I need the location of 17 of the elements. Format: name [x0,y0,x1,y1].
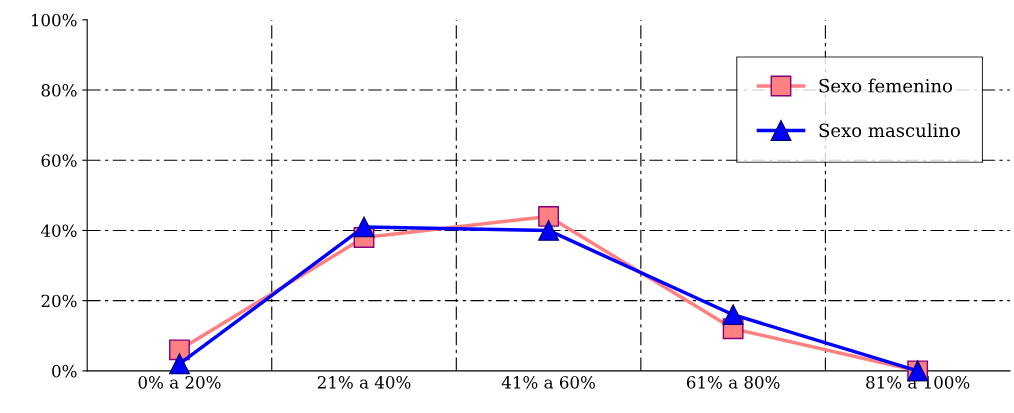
point [169,353,190,375]
y-tick-label: 0% [52,364,77,378]
point [538,205,559,227]
y-tick-label: 40% [40,224,77,238]
legend-label: Sexo masculino [819,123,960,138]
point [538,220,559,241]
point [353,216,375,238]
y-tick-label: 80% [41,84,77,97]
y-tick-label: 100% [31,13,77,27]
x-tick-label: 0% a 20% [138,376,221,389]
point [722,304,744,326]
x-tick-label: 41% a 60% [501,376,595,389]
x-tick-label: 21% a 40% [317,376,411,389]
y-tick-label: 60% [41,154,77,167]
y-tick-label: 20% [41,294,77,308]
legend-label: Sexo femenino [819,78,953,93]
x-tick-label: 61% a 80% [686,376,780,389]
